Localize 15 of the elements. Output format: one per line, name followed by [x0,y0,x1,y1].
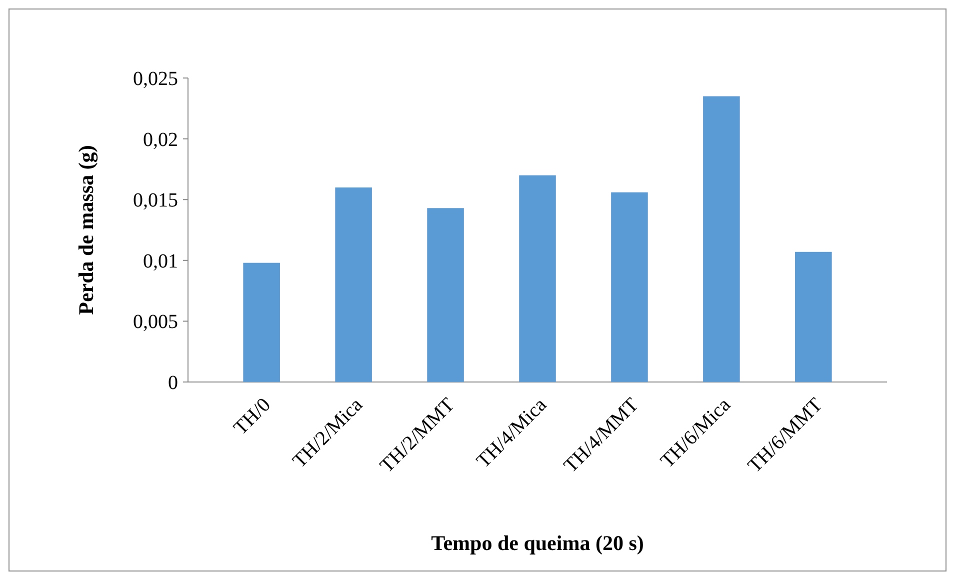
bar [703,96,740,382]
y-tick-label: 0,01 [143,250,178,272]
bar [795,252,832,382]
bar [519,175,556,382]
y-tick-label: 0,015 [133,190,178,212]
y-axis-title: Perda de massa (g) [74,145,98,315]
y-tick-label: 0,02 [143,128,178,151]
bar [427,208,464,382]
x-axis-title: Tempo de queima (20 s) [431,531,644,555]
y-tick-label: 0 [168,372,178,394]
bar [243,262,280,382]
y-tick-label: 0,025 [133,68,178,90]
bar [611,192,648,382]
y-tick-label: 0,005 [133,311,178,334]
bar [335,187,372,382]
